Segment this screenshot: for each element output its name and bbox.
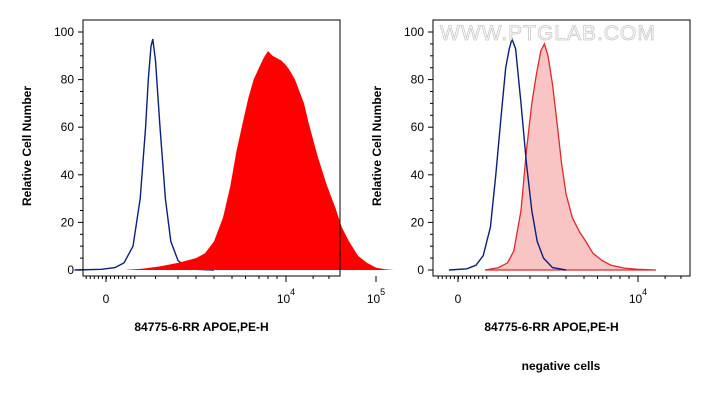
histogram-stained-area	[124, 51, 394, 270]
y-tick-label: 60	[61, 120, 75, 134]
histogram-control-line	[74, 38, 215, 271]
y-tick-label: 40	[411, 168, 425, 182]
x-axis-title: 84775-6-RR APOE,PE-H	[134, 320, 268, 334]
panel-caption: negative cells	[522, 359, 601, 373]
histogram-panel-left: 0 20 40 60 80 100 0 104 105 84775-6-RR APOE,PE-H R…	[20, 19, 394, 334]
y-tick-label: 40	[61, 168, 75, 182]
y-tick-label: 20	[411, 215, 425, 229]
y-tick-label: 0	[417, 263, 424, 277]
y-tick-label: 80	[61, 73, 75, 87]
y-tick-label: 60	[411, 120, 425, 134]
x-tick-label: 0	[103, 292, 110, 306]
y-tick-label: 0	[67, 263, 74, 277]
y-tick-label: 80	[411, 73, 425, 87]
x-tick-label: 104	[629, 287, 647, 306]
histogram-control-line	[448, 36, 567, 271]
y-axis-title: Relative Cell Number	[20, 86, 34, 206]
y-axis-title: Relative Cell Number	[370, 86, 384, 206]
watermark: WWW.PTGLAB.COM	[440, 22, 656, 45]
x-tick-label: 105	[367, 287, 385, 306]
y-tick-label: 100	[404, 25, 424, 39]
x-axis-title: 84775-6-RR APOE,PE-H	[484, 320, 618, 334]
y-tick-label: 20	[61, 215, 75, 229]
histogram-stained-area	[484, 42, 657, 271]
x-tick-label: 104	[277, 287, 295, 306]
plot-frame	[82, 19, 341, 277]
y-tick-label: 100	[54, 25, 74, 39]
plot-frame	[432, 19, 691, 277]
x-tick-label: 0	[455, 292, 462, 306]
histogram-panel-right: 0 20 40 60 80 100 0 104 105 84775-6-RR APOE,PE-H R…	[370, 19, 691, 334]
